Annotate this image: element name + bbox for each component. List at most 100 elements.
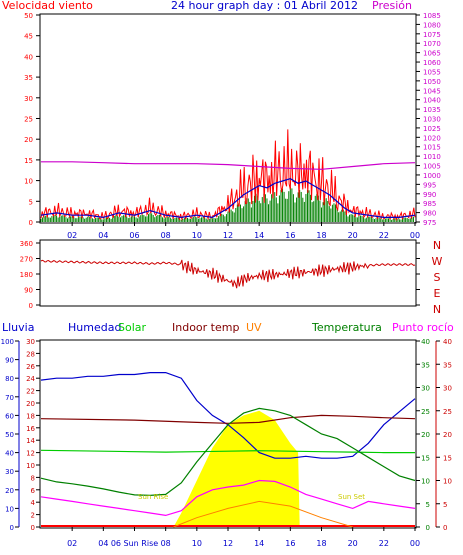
wind-x-tick-label: 10 — [192, 231, 202, 240]
climate-x-tick-label: 02 — [67, 539, 77, 548]
legend-temperatura: Temperatura — [311, 321, 382, 334]
climate-x-tick-label: 20 — [348, 539, 358, 548]
temp-tick-label: 15 — [421, 454, 430, 462]
humedad-tick-label: 18 — [26, 412, 35, 420]
annotation-sun-set: Sun Set — [338, 493, 365, 501]
dew-tick-label: 10 — [443, 478, 452, 486]
climate-x-tick-label: 08 — [161, 539, 171, 548]
wind-dir-line — [40, 259, 416, 289]
legend-lluvia: Lluvia — [2, 321, 34, 334]
humedad-tick-label: 22 — [26, 388, 35, 396]
wind-lines — [40, 129, 416, 222]
wind-y-tick-label: 50 — [24, 12, 33, 20]
wind-y-tick-label: 15 — [24, 157, 33, 165]
wind-y-tick-label: 40 — [24, 53, 33, 61]
pressure-y-tick-label: 990 — [423, 191, 436, 199]
pressure-y-tick-label: 1055 — [423, 68, 441, 76]
wind-avg-bars — [40, 186, 414, 222]
compass-label: E — [434, 287, 441, 300]
dewpoint-line — [40, 479, 416, 517]
temp-tick-label: 40 — [421, 338, 430, 346]
pressure-y-tick-label: 1050 — [423, 78, 441, 86]
compass-label: N — [433, 303, 441, 316]
dew-tick-label: 30 — [443, 385, 452, 393]
right-axis-title: Presión — [372, 0, 412, 12]
pressure-y-tick-label: 1000 — [423, 172, 441, 180]
wind-direction-line — [40, 259, 416, 289]
lluvia-tick-label: 40 — [5, 450, 14, 458]
climate-x-tick-label: 00 — [410, 539, 420, 548]
lluvia-tick-label: 90 — [5, 357, 14, 365]
dir-y-tick-label: 0 — [29, 302, 33, 310]
climate-x-tick-label: 22 — [379, 539, 389, 548]
wind-speed-line — [40, 129, 416, 222]
left-axis-title: Velocidad viento — [2, 0, 93, 12]
temperature-line — [40, 407, 416, 497]
pressure-y-tick-label: 975 — [423, 219, 436, 227]
humedad-tick-label: 24 — [26, 375, 35, 383]
dew-tick-label: 35 — [443, 361, 452, 369]
humedad-tick-label: 4 — [31, 499, 36, 507]
lluvia-tick-label: 50 — [5, 431, 14, 439]
dir-y-tick-label: 90 — [24, 287, 33, 295]
temp-tick-label: 25 — [421, 408, 430, 416]
humedad-tick-label: 0 — [31, 524, 35, 532]
wind-panel-axes: 0510152025303540455097598098599099510001… — [24, 12, 441, 240]
wind-y-tick-label: 35 — [24, 74, 33, 82]
wind-x-tick-label: 16 — [285, 231, 295, 240]
humedad-tick-label: 16 — [26, 425, 35, 433]
humedad-tick-label: 6 — [31, 487, 36, 495]
dew-tick-label: 5 — [443, 501, 447, 509]
wind-y-tick-label: 30 — [24, 95, 33, 103]
wind-x-tick-label: 00 — [410, 231, 420, 240]
wind-x-tick-label: 22 — [379, 231, 389, 240]
annotation-sun-rise: Sun Rise — [138, 493, 168, 501]
wind-x-tick-label: 20 — [348, 231, 358, 240]
indoor-temp-line — [40, 414, 416, 424]
dir-y-tick-label: 270 — [20, 256, 33, 264]
lluvia-tick-label: 70 — [5, 394, 14, 402]
dir-y-tick-label: 180 — [20, 271, 33, 279]
pressure-y-tick-label: 980 — [423, 210, 436, 218]
temp-tick-label: 5 — [426, 501, 430, 509]
lluvia-tick-label: 10 — [5, 505, 14, 513]
legend-uv: UV — [246, 321, 262, 334]
pressure-y-tick-label: 1025 — [423, 125, 441, 133]
wind-y-tick-label: 20 — [24, 136, 33, 144]
dew-tick-label: 15 — [443, 454, 452, 462]
climate-x-tick-label: 04 — [98, 539, 108, 548]
humedad-tick-label: 26 — [26, 363, 35, 371]
wind-x-tick-label: 04 — [98, 231, 108, 240]
pressure-y-tick-label: 1030 — [423, 116, 441, 124]
legend-indoor-temp: Indoor temp — [172, 321, 239, 334]
legend-humedad: Humedad — [68, 321, 121, 334]
climate-x-tick-label: 12 — [223, 539, 233, 548]
solar-area — [173, 410, 415, 527]
climate-axes: 0102030405060708090100024681012141618202… — [1, 338, 452, 548]
pressure-y-tick-label: 995 — [423, 181, 436, 189]
pressure-y-tick-label: 1005 — [423, 163, 441, 171]
lluvia-tick-label: 100 — [1, 338, 14, 346]
pressure-y-tick-label: 1070 — [423, 40, 441, 48]
pressure-y-tick-label: 985 — [423, 200, 436, 208]
dew-tick-label: 40 — [443, 338, 452, 346]
pressure-y-tick-label: 1075 — [423, 31, 441, 39]
wind-x-tick-label: 12 — [223, 231, 233, 240]
wind-dir-panel-frame — [39, 239, 417, 307]
pressure-y-tick-label: 1080 — [423, 21, 441, 29]
dew-tick-label: 0 — [443, 524, 447, 532]
humedad-tick-label: 10 — [26, 462, 35, 470]
compass-label: S — [434, 271, 441, 284]
wind-y-tick-label: 10 — [24, 178, 33, 186]
climate-x-tick-label: 06 Sun Rise — [111, 539, 158, 548]
solar-line — [40, 449, 415, 454]
compass-label: W — [432, 255, 443, 268]
pressure-y-tick-label: 1060 — [423, 59, 441, 67]
wind-x-tick-label: 18 — [316, 231, 326, 240]
lluvia-tick-label: 60 — [5, 412, 14, 420]
humedad-tick-label: 12 — [26, 450, 35, 458]
wind-x-tick-label: 08 — [161, 231, 171, 240]
temp-tick-label: 20 — [421, 431, 430, 439]
